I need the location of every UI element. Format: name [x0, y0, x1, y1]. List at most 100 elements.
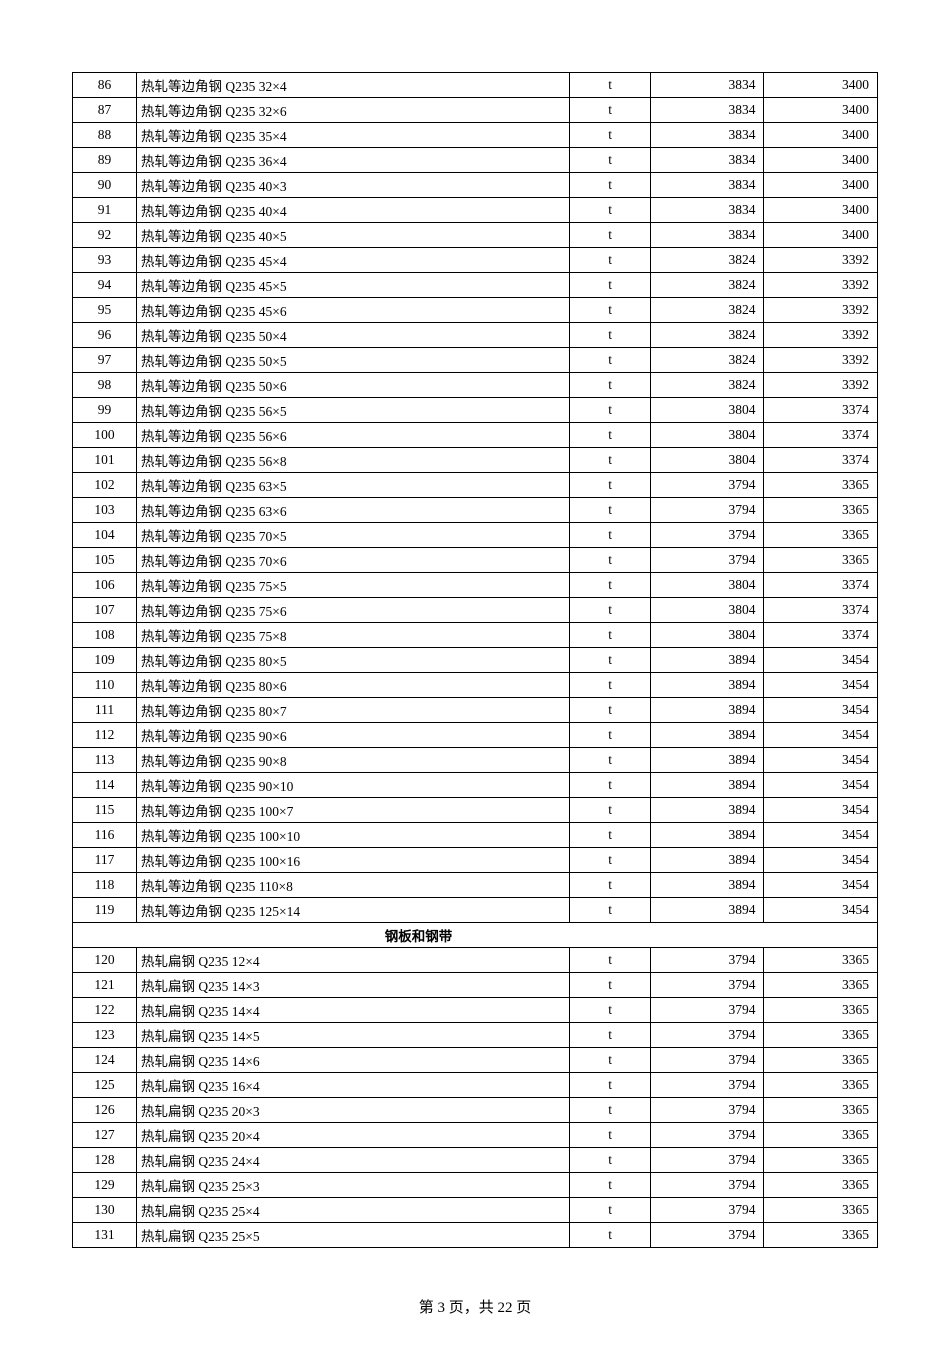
unit: t — [570, 298, 651, 323]
table-row: 98热轧等边角钢 Q235 50×6t38243392 — [73, 373, 878, 398]
unit: t — [570, 848, 651, 873]
product-name: 热轧扁钢 Q235 14×4 — [136, 998, 569, 1023]
row-index: 93 — [73, 248, 137, 273]
table-row: 92热轧等边角钢 Q235 40×5t38343400 — [73, 223, 878, 248]
table-row: 94热轧等边角钢 Q235 45×5t38243392 — [73, 273, 878, 298]
value-2: 3365 — [764, 1098, 878, 1123]
value-1: 3804 — [650, 623, 764, 648]
value-1: 3794 — [650, 1123, 764, 1148]
value-1: 3834 — [650, 123, 764, 148]
value-2: 3400 — [764, 198, 878, 223]
value-2: 3392 — [764, 298, 878, 323]
value-1: 3834 — [650, 223, 764, 248]
product-name: 热轧等边角钢 Q235 70×5 — [136, 523, 569, 548]
value-2: 3400 — [764, 148, 878, 173]
product-name: 热轧等边角钢 Q235 90×6 — [136, 723, 569, 748]
row-index: 121 — [73, 973, 137, 998]
price-table: 86热轧等边角钢 Q235 32×4t3834340087热轧等边角钢 Q235… — [72, 72, 878, 1248]
unit: t — [570, 1048, 651, 1073]
row-index: 124 — [73, 1048, 137, 1073]
table-row: 91热轧等边角钢 Q235 40×4t38343400 — [73, 198, 878, 223]
value-2: 3365 — [764, 948, 878, 973]
table-row: 108热轧等边角钢 Q235 75×8t38043374 — [73, 623, 878, 648]
row-index: 104 — [73, 523, 137, 548]
value-2: 3365 — [764, 998, 878, 1023]
row-index: 105 — [73, 548, 137, 573]
product-name: 热轧扁钢 Q235 25×4 — [136, 1198, 569, 1223]
product-name: 热轧等边角钢 Q235 75×6 — [136, 598, 569, 623]
row-index: 92 — [73, 223, 137, 248]
value-2: 3392 — [764, 248, 878, 273]
unit: t — [570, 748, 651, 773]
value-1: 3804 — [650, 573, 764, 598]
table-row: 93热轧等边角钢 Q235 45×4t38243392 — [73, 248, 878, 273]
product-name: 热轧扁钢 Q235 24×4 — [136, 1148, 569, 1173]
product-name: 热轧等边角钢 Q235 36×4 — [136, 148, 569, 173]
row-index: 109 — [73, 648, 137, 673]
row-index: 117 — [73, 848, 137, 873]
unit: t — [570, 198, 651, 223]
value-1: 3824 — [650, 273, 764, 298]
row-index: 131 — [73, 1223, 137, 1248]
value-1: 3834 — [650, 198, 764, 223]
row-index: 116 — [73, 823, 137, 848]
unit: t — [570, 973, 651, 998]
row-index: 125 — [73, 1073, 137, 1098]
product-name: 热轧扁钢 Q235 25×3 — [136, 1173, 569, 1198]
value-1: 3824 — [650, 323, 764, 348]
product-name: 热轧扁钢 Q235 20×4 — [136, 1123, 569, 1148]
table-row: 127热轧扁钢 Q235 20×4t37943365 — [73, 1123, 878, 1148]
table-row: 118热轧等边角钢 Q235 110×8t38943454 — [73, 873, 878, 898]
value-1: 3804 — [650, 448, 764, 473]
value-1: 3794 — [650, 998, 764, 1023]
row-index: 128 — [73, 1148, 137, 1173]
value-1: 3894 — [650, 673, 764, 698]
product-name: 热轧等边角钢 Q235 100×10 — [136, 823, 569, 848]
table-row: 114热轧等边角钢 Q235 90×10t38943454 — [73, 773, 878, 798]
value-1: 3794 — [650, 473, 764, 498]
unit: t — [570, 348, 651, 373]
value-2: 3454 — [764, 898, 878, 923]
row-index: 86 — [73, 73, 137, 98]
unit: t — [570, 948, 651, 973]
table-row: 115热轧等边角钢 Q235 100×7t38943454 — [73, 798, 878, 823]
table-row: 112热轧等边角钢 Q235 90×6t38943454 — [73, 723, 878, 748]
product-name: 热轧扁钢 Q235 25×5 — [136, 1223, 569, 1248]
value-1: 3824 — [650, 348, 764, 373]
unit: t — [570, 223, 651, 248]
product-name: 热轧等边角钢 Q235 125×14 — [136, 898, 569, 923]
value-2: 3392 — [764, 348, 878, 373]
value-1: 3794 — [650, 1198, 764, 1223]
product-name: 热轧扁钢 Q235 14×6 — [136, 1048, 569, 1073]
value-2: 3365 — [764, 1073, 878, 1098]
product-name: 热轧等边角钢 Q235 35×4 — [136, 123, 569, 148]
value-1: 3894 — [650, 723, 764, 748]
row-index: 100 — [73, 423, 137, 448]
table-row: 104热轧等边角钢 Q235 70×5t37943365 — [73, 523, 878, 548]
table-row: 96热轧等边角钢 Q235 50×4t38243392 — [73, 323, 878, 348]
product-name: 热轧等边角钢 Q235 70×6 — [136, 548, 569, 573]
table-row: 86热轧等边角钢 Q235 32×4t38343400 — [73, 73, 878, 98]
unit: t — [570, 423, 651, 448]
unit: t — [570, 1198, 651, 1223]
unit: t — [570, 323, 651, 348]
table-row: 97热轧等边角钢 Q235 50×5t38243392 — [73, 348, 878, 373]
value-1: 3894 — [650, 848, 764, 873]
table-row: 99热轧等边角钢 Q235 56×5t38043374 — [73, 398, 878, 423]
unit: t — [570, 1148, 651, 1173]
value-1: 3804 — [650, 423, 764, 448]
value-2: 3454 — [764, 773, 878, 798]
unit: t — [570, 73, 651, 98]
product-name: 热轧等边角钢 Q235 63×5 — [136, 473, 569, 498]
unit: t — [570, 1123, 651, 1148]
value-1: 3834 — [650, 148, 764, 173]
table-row: 124热轧扁钢 Q235 14×6t37943365 — [73, 1048, 878, 1073]
row-index: 113 — [73, 748, 137, 773]
unit: t — [570, 648, 651, 673]
unit: t — [570, 598, 651, 623]
unit: t — [570, 473, 651, 498]
value-1: 3794 — [650, 498, 764, 523]
row-index: 89 — [73, 148, 137, 173]
value-2: 3392 — [764, 273, 878, 298]
value-2: 3454 — [764, 798, 878, 823]
